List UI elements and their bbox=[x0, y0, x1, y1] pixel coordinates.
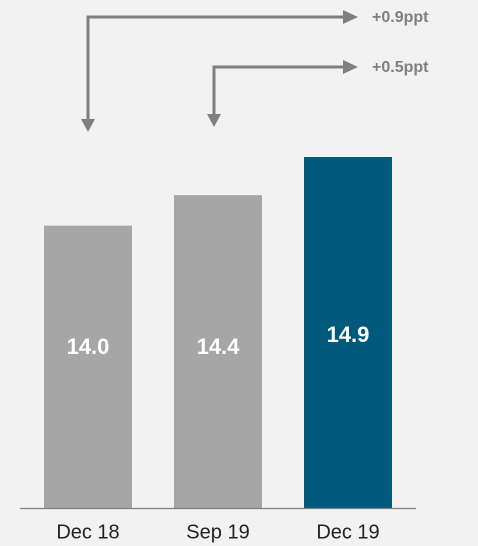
bar-value-label-dec-18: 14.0 bbox=[67, 334, 110, 359]
annotation-arrows: +0.9ppt +0.5ppt bbox=[81, 9, 429, 132]
category-label-sep-19: Sep 19 bbox=[186, 521, 249, 543]
delta-arrow-down-head-2 bbox=[207, 114, 221, 127]
delta-arrow-right-head-1 bbox=[343, 10, 358, 24]
bars: 14.0 14.4 14.9 bbox=[44, 157, 392, 509]
delta-label-1: +0.9ppt bbox=[372, 9, 429, 26]
category-label-dec-18: Dec 18 bbox=[56, 521, 119, 543]
bar-value-label-sep-19: 14.4 bbox=[197, 334, 241, 359]
delta-arrow-1: +0.9ppt bbox=[81, 9, 429, 132]
bar-value-label-dec-19: 14.9 bbox=[327, 322, 370, 347]
category-labels: Dec 18 Sep 19 Dec 19 bbox=[56, 521, 379, 543]
bar-dec-18 bbox=[44, 225, 132, 508]
delta-arrow-down-head-1 bbox=[81, 119, 95, 132]
delta-label-2: +0.5ppt bbox=[372, 59, 429, 76]
delta-arrow-line-2 bbox=[212, 65, 344, 115]
delta-arrow-line-1 bbox=[86, 15, 344, 120]
delta-arrow-right-head-2 bbox=[343, 60, 358, 74]
delta-arrow-2: +0.5ppt bbox=[207, 59, 429, 127]
bar-sep-19 bbox=[174, 195, 262, 509]
category-label-dec-19: Dec 19 bbox=[316, 521, 379, 543]
bar-dec-19 bbox=[304, 157, 392, 508]
